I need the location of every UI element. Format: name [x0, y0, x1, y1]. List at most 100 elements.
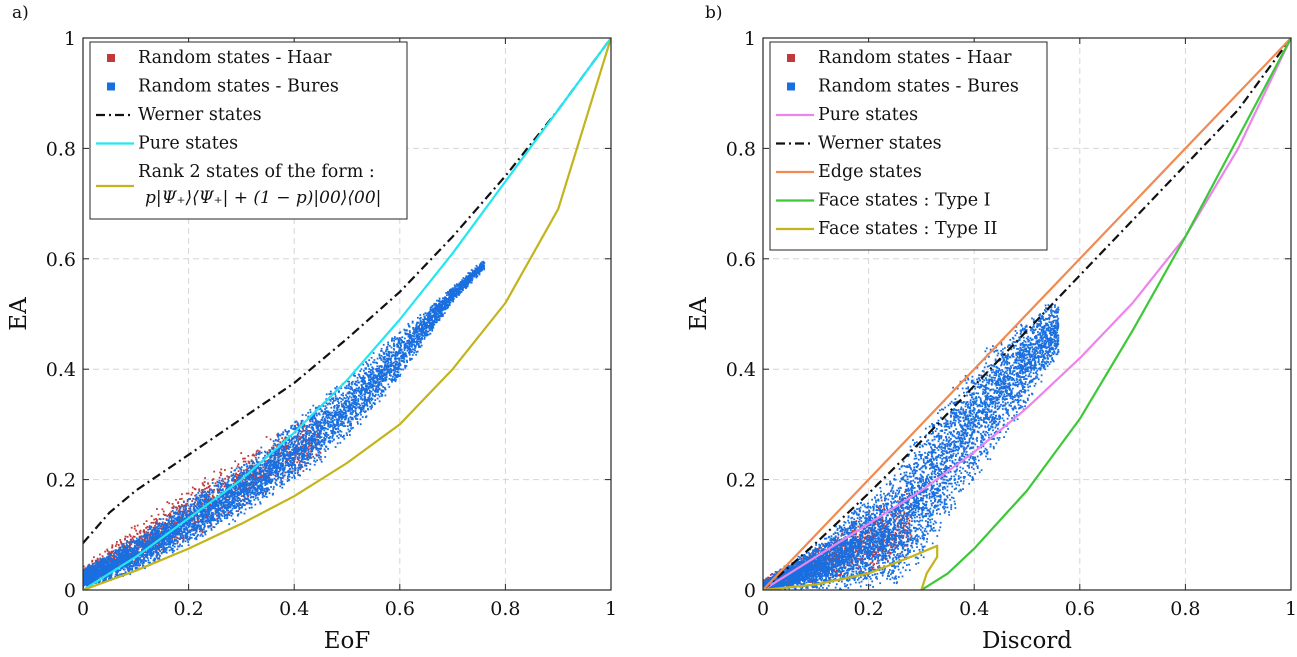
scatter-point: [242, 481, 244, 484]
scatter-point: [237, 510, 239, 512]
scatter-point: [247, 455, 250, 457]
scatter-point: [387, 360, 389, 363]
scatter-point: [284, 450, 287, 453]
scatter-point: [371, 369, 374, 372]
scatter-point: [226, 486, 228, 488]
scatter-point: [205, 495, 207, 498]
scatter-point: [205, 515, 207, 517]
scatter-point: [348, 380, 350, 383]
scatter-point: [219, 495, 222, 498]
scatter-point: [231, 479, 233, 482]
scatter-point: [208, 493, 211, 496]
scatter-point: [397, 363, 399, 366]
scatter-point: [340, 403, 343, 405]
scatter-point: [157, 513, 160, 516]
scatter-point: [269, 438, 272, 441]
scatter-point: [403, 343, 406, 346]
scatter-point: [261, 475, 263, 478]
scatter-point: [438, 297, 441, 300]
scatter-point: [392, 354, 395, 356]
scatter-point: [187, 526, 190, 529]
scatter-point: [330, 421, 332, 424]
scatter-point: [448, 299, 450, 302]
scatter-point: [284, 437, 286, 440]
scatter-point: [111, 546, 114, 548]
scatter-point: [297, 466, 299, 469]
scatter-point: [207, 496, 210, 499]
scatter-point: [197, 522, 200, 524]
scatter-point: [118, 548, 121, 550]
scatter-point: [157, 525, 159, 527]
scatter-point: [249, 476, 252, 478]
scatter-point: [129, 535, 132, 538]
scatter-point: [269, 473, 272, 476]
scatter-point: [385, 360, 388, 362]
scatter-point: [352, 411, 354, 414]
scatter-point: [441, 315, 444, 317]
scatter-point: [277, 477, 279, 480]
scatter-point: [285, 444, 287, 447]
scatter-point: [274, 481, 277, 484]
scatter-point: [277, 436, 280, 438]
scatter-point: [425, 334, 428, 337]
scatter-point: [211, 504, 214, 507]
scatter-point: [186, 515, 188, 518]
scatter-point: [144, 538, 146, 541]
scatter-point: [326, 417, 329, 419]
scatter-point: [399, 349, 402, 352]
scatter-point: [420, 341, 422, 344]
scatter-point: [441, 300, 444, 303]
scatter-point: [303, 453, 306, 456]
scatter-point: [240, 482, 242, 485]
scatter-point: [207, 513, 209, 516]
scatter-point: [143, 558, 145, 560]
scatter-point: [207, 511, 210, 514]
scatter-point: [416, 334, 419, 336]
scatter-point: [250, 459, 253, 462]
scatter-point: [330, 430, 332, 432]
scatter-point: [163, 529, 166, 532]
scatter-point: [149, 528, 151, 530]
scatter-point: [188, 513, 191, 515]
scatter-point: [233, 494, 236, 496]
scatter-point: [299, 464, 302, 466]
scatter-point: [201, 531, 204, 533]
scatter-point: [241, 475, 243, 477]
scatter-point: [345, 410, 347, 413]
scatter-point: [205, 497, 208, 500]
scatter-point: [246, 465, 248, 468]
scatter-point: [179, 527, 182, 530]
scatter-point: [134, 551, 137, 554]
scatter-point: [171, 524, 173, 527]
scatter-point: [382, 356, 385, 359]
scatter-point: [394, 374, 396, 377]
scatter-point: [146, 556, 148, 559]
scatter-point: [247, 493, 249, 496]
scatter-point: [477, 272, 479, 274]
scatter-point: [130, 543, 133, 546]
scatter-point: [389, 361, 392, 364]
scatter-point: [329, 414, 332, 417]
scatter-point: [324, 450, 327, 452]
scatter-point: [408, 353, 411, 356]
scatter-point: [295, 437, 297, 439]
scatter-point: [367, 388, 370, 390]
scatter-point: [172, 505, 175, 508]
scatter-point: [235, 480, 237, 483]
scatter-point: [168, 540, 170, 543]
scatter-point: [169, 535, 171, 537]
scatter-point: [256, 481, 259, 484]
scatter-point: [241, 505, 243, 508]
scatter-point: [358, 394, 360, 397]
scatter-point: [347, 405, 350, 408]
scatter-point: [115, 543, 118, 546]
scatter-point: [119, 569, 122, 571]
scatter-point: [398, 367, 401, 370]
scatter-point: [224, 517, 226, 519]
scatter-point: [315, 436, 318, 438]
scatter-point: [90, 565, 93, 567]
scatter-point: [241, 506, 243, 509]
scatter-point: [188, 507, 190, 510]
scatter-point: [333, 438, 335, 441]
scatter-point: [337, 428, 340, 431]
